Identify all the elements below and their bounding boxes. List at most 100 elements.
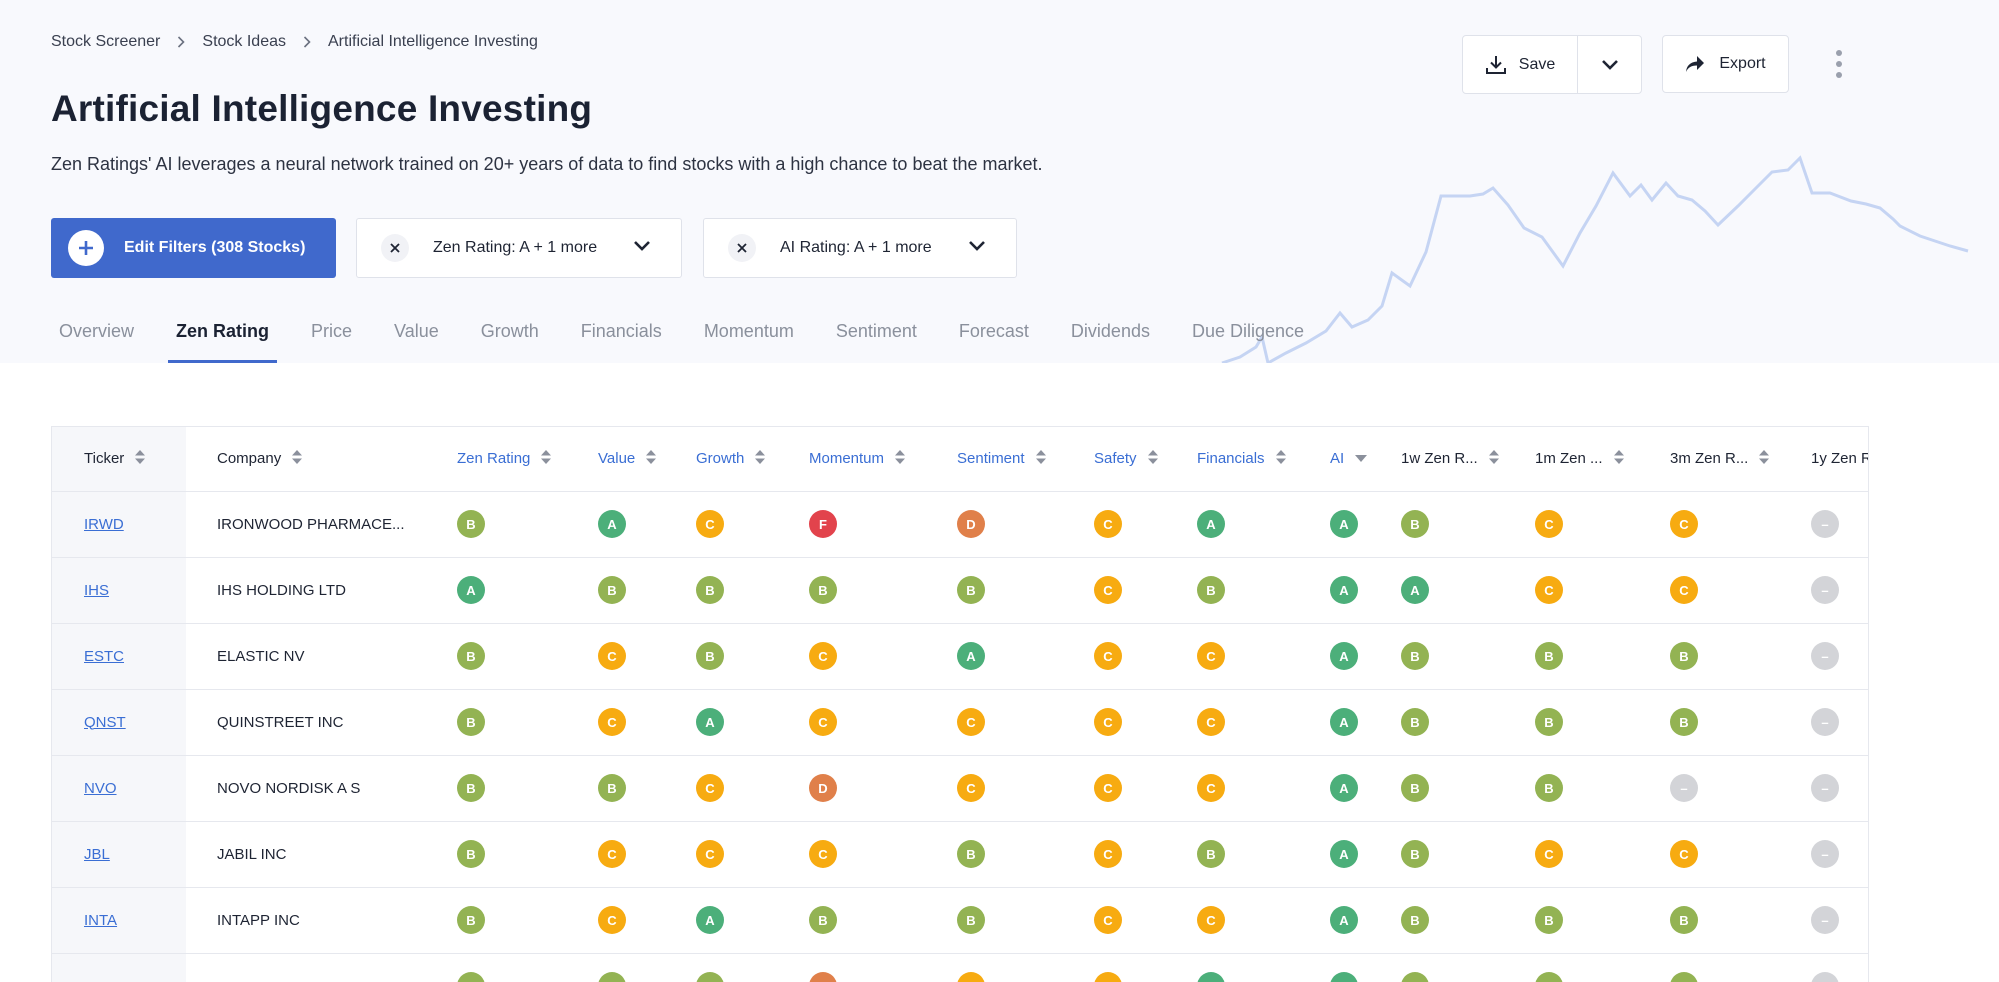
sort-icon[interactable] bbox=[1147, 449, 1159, 469]
table-row[interactable]: ESTC ELASTIC NV B C B C A C C A B B B – bbox=[52, 623, 1869, 690]
column-header-company[interactable]: Company bbox=[186, 427, 448, 492]
rating-cell: C bbox=[800, 623, 948, 690]
breadcrumb-stock-screener[interactable]: Stock Screener bbox=[51, 33, 161, 50]
ticker-link[interactable]: NVO bbox=[84, 779, 117, 797]
breadcrumb-current: Artificial Intelligence Investing bbox=[328, 33, 538, 50]
rating-badge: B bbox=[957, 576, 985, 604]
column-header-ticker[interactable]: Ticker bbox=[52, 427, 186, 492]
sort-icon[interactable] bbox=[540, 449, 552, 469]
ticker-link[interactable]: QNST bbox=[84, 713, 126, 731]
rating-cell: B bbox=[1526, 623, 1661, 690]
rating-cell: B bbox=[948, 887, 1085, 954]
rating-cell: C bbox=[1188, 689, 1321, 756]
rating-cell: A bbox=[1321, 755, 1392, 822]
sort-icon[interactable] bbox=[645, 449, 657, 469]
column-header-1w-zen-r[interactable]: 1w Zen R... bbox=[1392, 427, 1526, 492]
sort-icon[interactable] bbox=[894, 449, 906, 469]
column-header-label: Momentum bbox=[809, 450, 885, 468]
table-row[interactable]: IRWD IRONWOOD PHARMACE... B A C F D C A A B C C – bbox=[52, 491, 1869, 558]
sort-icon[interactable] bbox=[1488, 449, 1500, 469]
tab-dividends[interactable]: Dividends bbox=[1070, 321, 1150, 341]
tab-growth[interactable]: Growth bbox=[480, 321, 539, 341]
ticker-link[interactable]: IRWD bbox=[84, 515, 124, 533]
column-header-1m-zen[interactable]: 1m Zen ... bbox=[1526, 427, 1661, 492]
table-row[interactable]: NVO NOVO NORDISK A S B B C D C C C A B B – – bbox=[52, 755, 1869, 822]
column-header-momentum[interactable]: Momentum bbox=[800, 427, 948, 492]
company-name: INTAPP INC bbox=[186, 887, 448, 954]
rating-cell: B bbox=[800, 887, 948, 954]
export-button[interactable]: Export bbox=[1662, 35, 1789, 93]
close-icon[interactable] bbox=[381, 234, 409, 262]
rating-badge: D bbox=[957, 510, 985, 538]
column-header-label: Sentiment bbox=[957, 450, 1025, 468]
save-button[interactable]: Save bbox=[1463, 36, 1578, 93]
column-header-zen-rating[interactable]: Zen Rating bbox=[448, 427, 589, 492]
tab-momentum[interactable]: Momentum bbox=[703, 321, 794, 341]
rating-badge: D bbox=[809, 774, 837, 802]
tab-zen-rating[interactable]: Zen Rating bbox=[168, 313, 278, 363]
column-header-label: 1y Zen R. bbox=[1811, 450, 1869, 468]
chevron-down-icon[interactable] bbox=[968, 239, 986, 257]
column-header-sentiment[interactable]: Sentiment bbox=[948, 427, 1085, 492]
more-options-button[interactable] bbox=[1826, 46, 1852, 82]
filter-chip-ai-rating[interactable]: AI Rating: A + 1 more bbox=[703, 218, 1017, 278]
column-header-1y-zen-r[interactable]: 1y Zen R. bbox=[1802, 427, 1869, 492]
rating-badge: C bbox=[598, 642, 626, 670]
ticker-link[interactable]: INTA bbox=[84, 911, 118, 929]
column-header-label: Zen Rating bbox=[457, 450, 531, 468]
column-header-label: 3m Zen R... bbox=[1670, 450, 1749, 468]
close-icon[interactable] bbox=[728, 234, 756, 262]
rating-badge: C bbox=[1197, 906, 1225, 934]
table-row[interactable]: INTA INTAPP INC B C A B B C C A B B B – bbox=[52, 887, 1869, 954]
tab-due-diligence[interactable]: Due Diligence bbox=[1191, 321, 1305, 341]
save-options-dropdown[interactable] bbox=[1578, 36, 1641, 93]
filter-chip-zen-rating[interactable]: Zen Rating: A + 1 more bbox=[356, 218, 682, 278]
sort-icon[interactable] bbox=[1275, 449, 1287, 469]
sort-icon[interactable] bbox=[1613, 449, 1625, 469]
rating-cell: B bbox=[448, 623, 589, 690]
column-header-3m-zen-r[interactable]: 3m Zen R... bbox=[1661, 427, 1802, 492]
table-row[interactable]: IHS IHS HOLDING LTD A B B B B C B A A C C – bbox=[52, 557, 1869, 624]
chevron-down-icon[interactable] bbox=[633, 239, 651, 257]
rating-badge: C bbox=[1670, 576, 1698, 604]
rating-cell: B bbox=[1526, 953, 1661, 982]
rating-cell: – bbox=[1802, 491, 1869, 558]
column-header-financials[interactable]: Financials bbox=[1188, 427, 1321, 492]
table-row[interactable]: JBL JABIL INC B C C C B C B A B C C – bbox=[52, 821, 1869, 888]
table-row[interactable]: QNST QUINSTREET INC B C A C C C C A B B B – bbox=[52, 689, 1869, 756]
ticker-link[interactable]: IHS bbox=[84, 581, 110, 599]
tab-sentiment[interactable]: Sentiment bbox=[835, 321, 917, 341]
sort-icon[interactable] bbox=[291, 449, 303, 469]
sort-icon[interactable] bbox=[1758, 449, 1770, 469]
ticker-link[interactable]: ESTC bbox=[84, 647, 125, 665]
rating-badge: C bbox=[1094, 840, 1122, 868]
breadcrumb-stock-ideas[interactable]: Stock Ideas bbox=[202, 33, 286, 50]
rating-cell: C bbox=[589, 623, 687, 690]
sort-descending-icon[interactable] bbox=[1354, 450, 1368, 467]
column-header-value[interactable]: Value bbox=[589, 427, 687, 492]
tab-price[interactable]: Price bbox=[311, 321, 353, 341]
column-header-ai[interactable]: AI bbox=[1321, 427, 1392, 492]
sort-icon[interactable] bbox=[1035, 449, 1047, 469]
rating-cell: C bbox=[687, 491, 800, 558]
sort-icon[interactable] bbox=[134, 449, 146, 469]
sort-icon[interactable] bbox=[754, 449, 766, 469]
edit-filters-button[interactable]: Edit Filters (308 Stocks) bbox=[51, 218, 336, 278]
rating-badge: C bbox=[1670, 840, 1698, 868]
tab-forecast[interactable]: Forecast bbox=[958, 321, 1029, 341]
tab-financials[interactable]: Financials bbox=[580, 321, 662, 341]
rating-cell: A bbox=[1188, 953, 1321, 982]
tab-value[interactable]: Value bbox=[394, 321, 439, 341]
rating-badge: B bbox=[598, 972, 626, 982]
column-header-growth[interactable]: Growth bbox=[687, 427, 800, 492]
rating-cell: C bbox=[1188, 755, 1321, 822]
rating-cell: B bbox=[1661, 887, 1802, 954]
tab-overview[interactable]: Overview bbox=[59, 321, 135, 341]
tab-bar: Overview Zen Rating Price Value Growth Financ… bbox=[51, 313, 1338, 363]
rating-cell: A bbox=[1321, 491, 1392, 558]
ticker-link[interactable]: JBL bbox=[84, 845, 110, 863]
company-name: JABIL INC bbox=[186, 821, 448, 888]
column-header-safety[interactable]: Safety bbox=[1085, 427, 1188, 492]
rating-cell: C bbox=[1188, 887, 1321, 954]
table-row[interactable]: BBBDCCAABBB– bbox=[52, 953, 1869, 982]
